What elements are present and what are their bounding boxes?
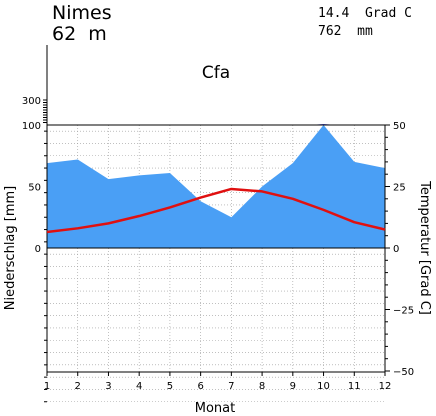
left-axis-label: Niederschlag [mm] [3, 186, 18, 311]
x-tick-label: 11 [348, 381, 361, 392]
left-tick-label: 300 [22, 96, 41, 107]
x-tick-label: 4 [136, 381, 142, 392]
x-tick-label: 8 [259, 381, 265, 392]
station-name: Nimes [52, 2, 112, 24]
x-tick-label: 7 [228, 381, 234, 392]
left-tick-label: 100 [22, 121, 41, 132]
x-tick-label: 1 [44, 381, 50, 392]
climate-class: Cfa [202, 63, 230, 83]
station-elevation: 62 m [52, 23, 107, 45]
precipitation-area [47, 124, 385, 248]
axes [43, 45, 390, 403]
x-tick-label: 2 [75, 381, 81, 392]
left-tick-label: 0 [35, 244, 41, 255]
x-tick-label: 6 [197, 381, 203, 392]
left-tick-label: 50 [28, 183, 41, 194]
x-tick-label: 9 [290, 381, 296, 392]
temperature-line [46, 187, 386, 234]
annual-precipitation: 762 mm [318, 24, 373, 39]
x-tick-label: 3 [105, 381, 111, 392]
right-tick-label: 50 [393, 121, 406, 132]
right-tick-label: −25 [393, 306, 414, 317]
x-tick-label: 5 [167, 381, 173, 392]
x-axis-label: Monat [195, 401, 235, 416]
temperature-series [46, 187, 386, 234]
x-tick-label: 12 [379, 381, 392, 392]
right-axis-label: Temperatur [Grad C] [417, 180, 432, 315]
right-tick-label: −50 [393, 367, 414, 378]
x-tick-label: 10 [317, 381, 330, 392]
mean-temperature: 14.4 Grad C [318, 6, 412, 21]
right-tick-label: 25 [393, 183, 406, 194]
right-tick-label: 0 [393, 244, 399, 255]
